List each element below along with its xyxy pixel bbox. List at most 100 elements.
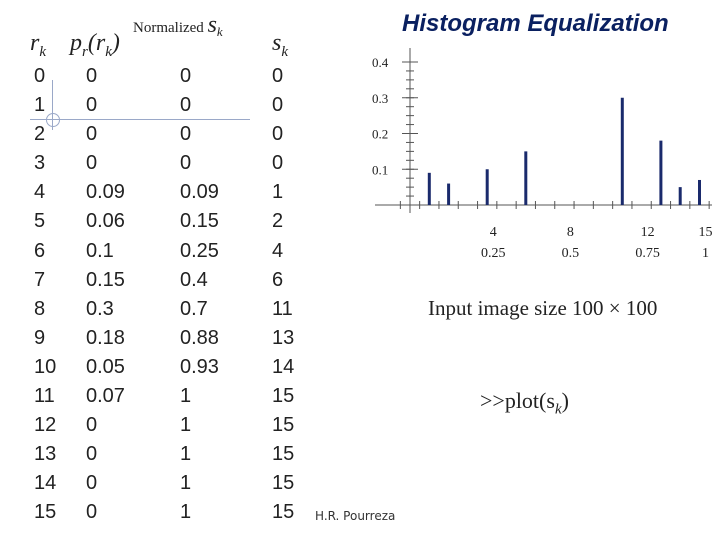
normalized-sk-cell: 1 — [180, 385, 192, 408]
rk-cell: 5 — [34, 210, 46, 233]
pr-cell: 0 — [86, 152, 98, 175]
rk-cell: 0 — [34, 65, 46, 87]
normalized-sk-cell: 0.93 — [180, 355, 219, 378]
rk-cell: 13 — [34, 443, 57, 466]
guide-circle-marker — [46, 113, 60, 127]
sk-cell: 0 — [272, 65, 284, 87]
normalized-sk-cell: 0.25 — [180, 239, 219, 262]
normalized-sk-cell: 0 — [180, 152, 192, 175]
sk-cell: 15 — [272, 385, 295, 408]
normalized-sk-cell: 1 — [180, 414, 192, 437]
plot-command: >>plot(sk) — [480, 388, 569, 418]
slide-title: Histogram Equalization — [402, 10, 669, 37]
plot-command-sub: k — [554, 401, 562, 418]
header-normalized-sk: Normalized sk — [133, 12, 223, 40]
normalized-sk-cell: 1 — [180, 443, 192, 466]
rk-cell: 15 — [34, 501, 57, 524]
divider-line-vertical — [52, 80, 53, 130]
x-tick-label: 15 — [699, 225, 713, 240]
pr-cell: 0.18 — [86, 326, 125, 349]
header-pr-end: ) — [111, 30, 120, 56]
plot-command-text: >>plot(s — [480, 388, 555, 413]
sk-cell: 15 — [272, 472, 295, 495]
header-rk: rk — [30, 30, 46, 61]
pr-cell: 0 — [86, 123, 98, 146]
y-tick-label: 0.4 — [372, 55, 389, 70]
header-pr-sub: r — [82, 43, 88, 60]
header-normalized-sub: k — [216, 24, 223, 39]
x-tick-label: 8 — [567, 225, 574, 240]
normalized-sk-cell: 0.88 — [180, 326, 219, 349]
sk-cell: 14 — [272, 355, 295, 378]
normalized-sk-cell: 1 — [180, 472, 192, 495]
pr-cell: 0.07 — [86, 385, 125, 408]
header-sk-sub: k — [281, 43, 289, 60]
normalized-sk-cell: 0.4 — [180, 268, 208, 291]
pr-cell: 0 — [86, 443, 98, 466]
y-tick-label: 0.1 — [372, 162, 388, 177]
column-pr: 0 0 0 0 0.09 0.06 0.1 0.15 0.3 0.18 0.05 0.07 0 0 0 0 — [86, 62, 125, 528]
rk-cell: 14 — [34, 472, 57, 495]
rk-cell: 6 — [34, 239, 46, 262]
input-size-note: Input image size 100 × 100 — [428, 296, 658, 320]
pr-cell: 0 — [86, 65, 98, 87]
header-rk-main: r — [30, 30, 40, 56]
normalized-sk-cell: 0 — [180, 94, 192, 117]
sk-cell: 15 — [272, 443, 295, 466]
rk-cell: 4 — [34, 181, 46, 204]
header-pr: pr(rk) — [70, 30, 120, 61]
pr-cell: 0 — [86, 501, 98, 524]
histogram-chart: 0.1 0.2 0.3 0.4 4 0.25 8 0.5 12 0.75 15 1 — [372, 48, 713, 261]
rk-cell: 9 — [34, 326, 46, 349]
y-tick-label: 0.2 — [372, 127, 388, 142]
rk-cell: 3 — [34, 152, 46, 175]
header-rk-sub: k — [39, 43, 47, 60]
pr-cell: 0.06 — [86, 210, 125, 233]
y-tick-label: 0.3 — [372, 91, 388, 106]
author-credit: H.R. Pourreza — [315, 509, 396, 523]
normalized-sk-cell: 0 — [180, 65, 192, 87]
x-tick-sublabel: 0.25 — [481, 246, 506, 261]
rk-cell: 12 — [34, 414, 57, 437]
x-tick-sublabel: 1 — [702, 246, 709, 261]
pr-cell: 0.05 — [86, 355, 125, 378]
header-pr-main: p — [70, 30, 82, 56]
sk-cell: 2 — [272, 210, 284, 233]
column-sk: 0 0 0 0 1 2 4 6 11 13 14 15 15 15 15 15 — [272, 62, 294, 528]
sk-cell: 15 — [272, 414, 295, 437]
x-tick-label: 12 — [641, 225, 655, 240]
sk-cell: 0 — [272, 123, 284, 146]
normalized-sk-cell: 1 — [180, 501, 192, 524]
pr-cell: 0.1 — [86, 239, 114, 262]
sk-cell: 1 — [272, 181, 284, 204]
normalized-sk-cell: 0.15 — [180, 210, 219, 233]
rk-cell: 11 — [34, 385, 55, 408]
rk-cell: 10 — [34, 355, 57, 378]
column-rk: 0 1 2 3 4 5 6 7 8 9 10 11 12 13 14 15 — [34, 62, 56, 528]
x-tick-label: 4 — [490, 225, 497, 240]
sk-cell: 11 — [272, 297, 293, 320]
column-normalized-sk: 0 0 0 0 0.09 0.15 0.25 0.4 0.7 0.88 0.93 1 1 1 1 1 — [180, 62, 219, 528]
header-pr-sub2: k — [105, 43, 112, 60]
sk-cell: 0 — [272, 94, 284, 117]
pr-cell: 0.3 — [86, 297, 114, 320]
sk-cell: 15 — [272, 501, 295, 524]
pr-cell: 0.15 — [86, 268, 125, 291]
plot-command-end: ) — [561, 388, 569, 413]
sk-cell: 13 — [272, 326, 295, 349]
normalized-sk-cell: 0 — [180, 123, 192, 146]
x-tick-sublabel: 0.5 — [562, 246, 580, 261]
pr-cell: 0.09 — [86, 181, 125, 204]
pr-cell: 0 — [86, 94, 98, 117]
rk-cell: 2 — [34, 123, 46, 146]
pr-cell: 0 — [86, 414, 98, 437]
rk-cell: 8 — [34, 297, 46, 320]
header-normalized-s: s — [207, 12, 217, 38]
header-pr-mid: (r — [87, 30, 106, 56]
header-sk-main: s — [272, 30, 282, 56]
normalized-sk-cell: 0.09 — [180, 181, 219, 204]
sk-cell: 0 — [272, 152, 284, 175]
header-sk: sk — [272, 30, 288, 61]
pr-cell: 0 — [86, 472, 98, 495]
x-tick-sublabel: 0.75 — [635, 246, 660, 261]
